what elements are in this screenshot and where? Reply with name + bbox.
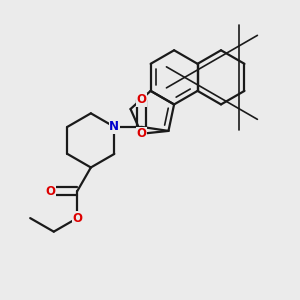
Text: O: O <box>45 184 55 197</box>
Text: O: O <box>72 212 82 225</box>
Text: N: N <box>109 120 119 134</box>
Text: O: O <box>136 93 146 106</box>
Text: O: O <box>136 127 146 140</box>
